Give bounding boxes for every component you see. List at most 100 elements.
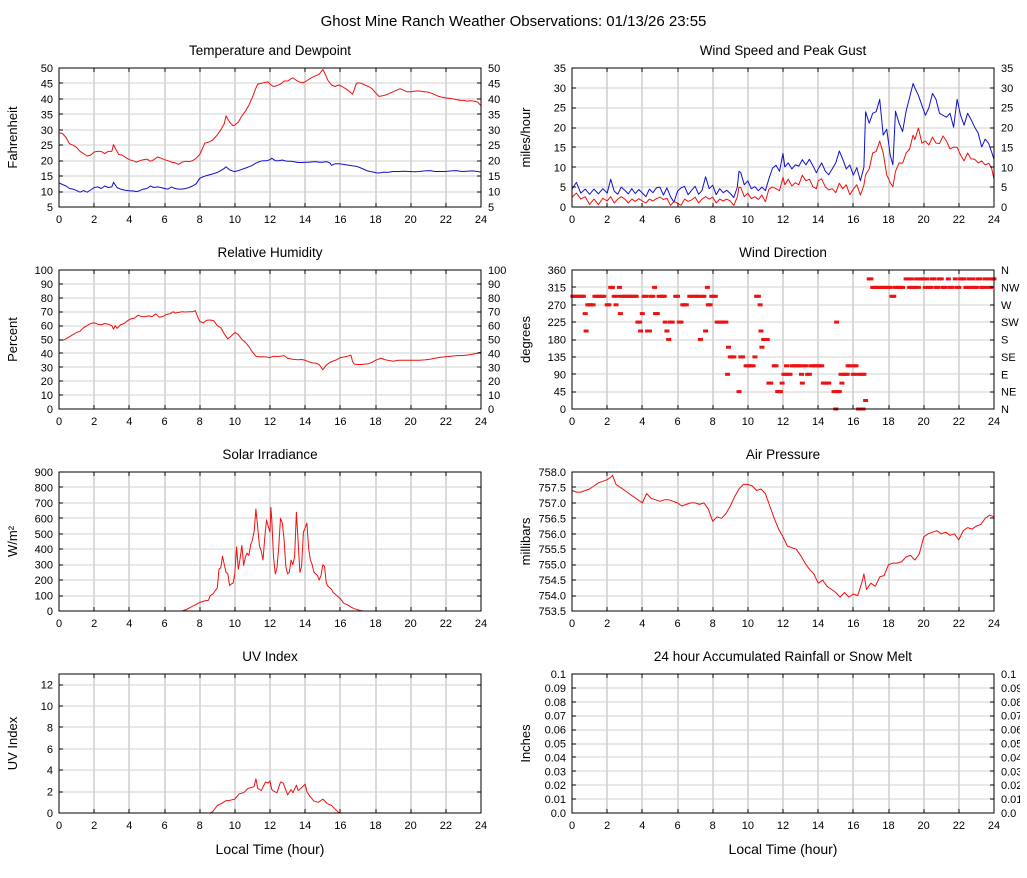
x-tick-label: 18 xyxy=(369,214,381,226)
x-tick-label: 22 xyxy=(440,618,452,630)
y-tick-label: 0 xyxy=(560,202,566,214)
x-tick-label: 4 xyxy=(639,214,645,226)
x-tick-label: 14 xyxy=(299,214,311,226)
x-tick-label: 24 xyxy=(988,618,1000,630)
x-tick-label: 8 xyxy=(197,618,203,630)
x-tick-label: 16 xyxy=(334,618,346,630)
series-temperature xyxy=(58,69,482,165)
y-tick-label-right: 40 xyxy=(488,94,500,106)
x-tick-label: 24 xyxy=(475,416,487,428)
x-tick-label: 16 xyxy=(847,416,859,428)
y-tick-label-right: 50 xyxy=(488,335,500,347)
y-tick-label: 756.0 xyxy=(538,529,566,541)
y-tick-label: 70 xyxy=(41,307,53,319)
x-tick-label: 0 xyxy=(569,214,575,226)
x-tick-label: 6 xyxy=(161,618,167,630)
y-tick-label: 800 xyxy=(35,482,53,494)
y-tick-label: 0.05 xyxy=(545,739,566,751)
x-tick-label: 14 xyxy=(812,618,824,630)
x-tick-label: 18 xyxy=(369,820,381,832)
y-tick-label: 0.03 xyxy=(545,766,566,778)
x-tick-label: 0 xyxy=(569,820,575,832)
y-tick-label-right: 0.01 xyxy=(1001,794,1020,806)
y-tick-label: 35 xyxy=(41,109,53,121)
x-tick-label: 18 xyxy=(369,416,381,428)
y-tick-label-right: 5 xyxy=(1001,182,1007,194)
y-tick-label-right: 80 xyxy=(488,293,500,305)
x-tick-label: 16 xyxy=(847,618,859,630)
x-tick-label: 12 xyxy=(264,618,276,630)
x-tick-label: 20 xyxy=(918,820,930,832)
x-tick-label: 2 xyxy=(604,416,610,428)
y-tick-label: 0.02 xyxy=(545,780,566,792)
x-tick-label: 2 xyxy=(91,618,97,630)
y-tick-label: 90 xyxy=(41,279,53,291)
x-tick-label: 10 xyxy=(742,214,754,226)
y-tick-label: 15 xyxy=(41,171,53,183)
x-tick-label: 8 xyxy=(710,618,716,630)
y-tick-label: 15 xyxy=(554,142,566,154)
y-tick-label-right: 0.0 xyxy=(1001,808,1016,820)
y-tick-label: 5 xyxy=(47,202,53,214)
y-tick-label-right: 0.03 xyxy=(1001,766,1020,778)
y-tick-label-right: 70 xyxy=(488,307,500,319)
y-tick-label: 755.0 xyxy=(538,560,566,572)
y-tick-label: 0 xyxy=(47,606,53,618)
x-tick-label: 20 xyxy=(405,618,417,630)
chart-cell-rainfall: 0 2 4 6 8 10 12 14 16 18 20 22 24 0.0 0.0 0.01 0.01 0.02 0… xyxy=(515,637,1024,861)
y-tick-label-right: 0.06 xyxy=(1001,725,1020,737)
y-tick-label: 20 xyxy=(41,156,53,168)
y-axis-label: Percent xyxy=(5,317,20,362)
x-tick-label: 0 xyxy=(56,416,62,428)
y-tick-label: 0 xyxy=(560,404,566,416)
chart-cell-wind-direction: 0 2 4 6 8 10 12 14 16 18 20 22 24 0 N 45 NE 90 E 135 SE 180 S 2… xyxy=(515,233,1024,435)
x-tick-label: 12 xyxy=(264,416,276,428)
y-tick-label: 270 xyxy=(548,300,566,312)
x-tick-label: 2 xyxy=(91,820,97,832)
x-tick-label: 6 xyxy=(674,416,680,428)
y-tick-label: 45 xyxy=(554,387,566,399)
y-tick-label-right: SE xyxy=(1001,352,1016,364)
y-tick-label: 225 xyxy=(548,317,566,329)
x-tick-label: 16 xyxy=(334,820,346,832)
x-tick-label: 8 xyxy=(197,820,203,832)
y-tick-label: 755.5 xyxy=(538,544,566,556)
x-tick-label: 16 xyxy=(334,416,346,428)
x-tick-label: 12 xyxy=(777,416,789,428)
y-tick-label: 2 xyxy=(47,787,53,799)
x-tick-label: 4 xyxy=(639,820,645,832)
x-tick-label: 24 xyxy=(475,820,487,832)
y-tick-label-right: 0.09 xyxy=(1001,683,1020,695)
chart-cell-wind-speed-gust: 0 2 4 6 8 10 12 14 16 18 20 22 24 0 0 5 5 10 10 15 15 20 20 25 2… xyxy=(515,31,1024,233)
x-tick-label: 12 xyxy=(777,214,789,226)
chart-title: Relative Humidity xyxy=(217,245,322,260)
x-tick-label: 8 xyxy=(710,820,716,832)
chart-cell-temperature-dewpoint: 0 2 4 6 8 10 12 14 16 18 20 22 24 5 5 10 10 15 15 20 20 25 25 3… xyxy=(2,31,511,233)
series-uv xyxy=(59,778,481,814)
y-tick-label: 45 xyxy=(41,78,53,90)
y-tick-label: 400 xyxy=(35,544,53,556)
x-tick-label: 0 xyxy=(56,820,62,832)
y-tick-label-right: 10 xyxy=(488,390,500,402)
y-tick-label-right: 15 xyxy=(1001,142,1013,154)
x-tick-label: 14 xyxy=(299,416,311,428)
x-tick-label: 22 xyxy=(953,214,965,226)
x-tick-label: 12 xyxy=(777,618,789,630)
y-tick-label: 180 xyxy=(548,335,566,347)
y-tick-label: 10 xyxy=(41,390,53,402)
y-tick-label-right: N xyxy=(1001,265,1009,277)
x-tick-label: 14 xyxy=(299,820,311,832)
y-tick-label: 4 xyxy=(47,765,53,777)
chart-title: 24 hour Accumulated Rainfall or Snow Mel… xyxy=(654,649,912,664)
x-tick-label: 20 xyxy=(918,618,930,630)
y-tick-label-right: S xyxy=(1001,335,1008,347)
y-tick-label: 5 xyxy=(560,182,566,194)
y-tick-label: 0.04 xyxy=(545,752,566,764)
x-tick-label: 18 xyxy=(882,416,894,428)
y-axis-label: Fahrenheit xyxy=(5,106,20,169)
y-tick-label: 0.07 xyxy=(545,711,566,723)
chart-title: Temperature and Dewpoint xyxy=(189,43,351,58)
y-tick-label: 30 xyxy=(554,83,566,95)
